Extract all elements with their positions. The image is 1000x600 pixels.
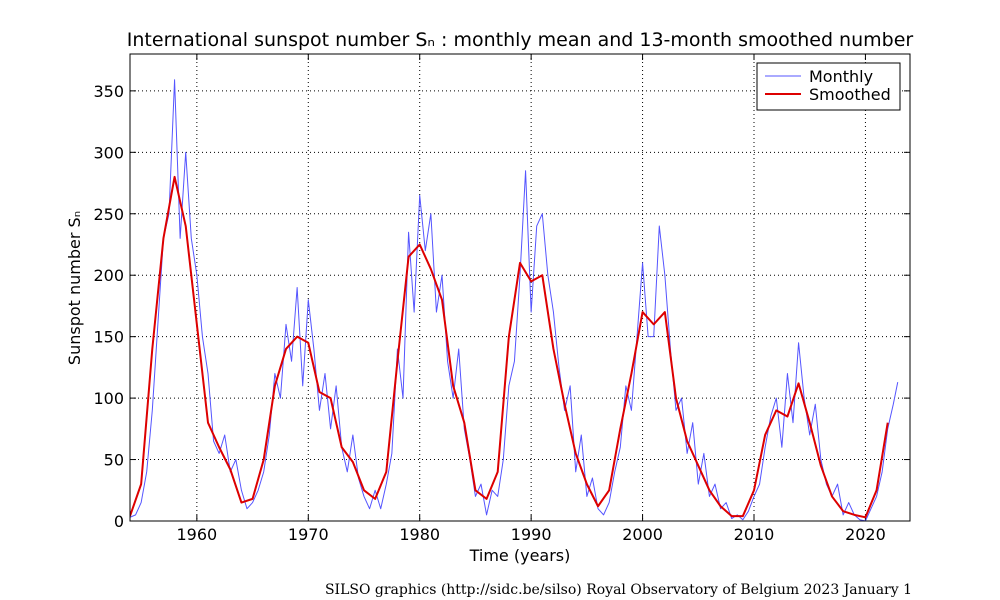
x-tick-label: 1970 [288, 525, 329, 544]
y-tick-label: 250 [93, 205, 124, 224]
y-tick-label: 0 [114, 512, 124, 531]
plot-frame [129, 53, 911, 522]
legend-label: Smoothed [809, 85, 891, 104]
y-tick-label: 350 [93, 82, 124, 101]
legend-box [756, 62, 901, 111]
x-tick-label: 1990 [511, 525, 552, 544]
series-line [130, 175, 889, 519]
x-tick-label: 2000 [622, 525, 663, 544]
y-tick-label: 300 [93, 143, 124, 162]
x-tick-label: 2010 [734, 525, 775, 544]
legend-label: Monthly [809, 67, 873, 86]
y-tick-label: 100 [93, 389, 124, 408]
x-tick-label: 1980 [399, 525, 440, 544]
series-line [130, 79, 899, 521]
y-tick-label: 200 [93, 266, 124, 285]
x-tick-label: 1960 [176, 525, 217, 544]
footer: SILSO graphics (http://sidc.be/silso) Ro… [325, 582, 912, 598]
chart-title: International sunspot number Sₙ : monthl… [127, 29, 914, 51]
y-axis-label: Sunspot number Sₙ [65, 211, 84, 365]
x-tick-label: 2020 [845, 525, 886, 544]
y-tick-label: 50 [104, 451, 124, 470]
y-tick-label: 150 [93, 328, 124, 347]
x-axis-label: Time (years) [469, 546, 571, 565]
